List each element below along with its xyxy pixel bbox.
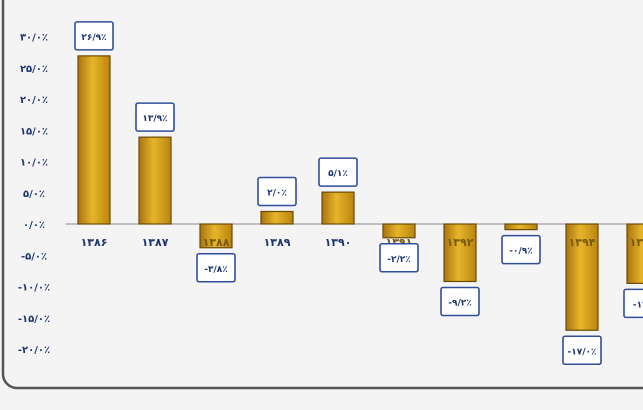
data-label-text: ۱۳/۹٪ (142, 114, 167, 124)
y-tick-label: ۱۰/۰٪ (20, 158, 48, 169)
y-axis: ۳۰/۰٪ ۲۵/۰٪ ۲۰/۰٪ ۱۵/۰٪ ۱۰/۰٪ ۵/۰٪ ۰/۰٪ -۵/۰٪ -۱… (18, 33, 50, 357)
bar (199, 223, 233, 249)
x-tick-label: ۱۳۸۷ (142, 236, 169, 249)
y-tick-label: ۲۰/۰٪ (20, 95, 48, 106)
bar (504, 223, 538, 231)
data-label: ۵/۱٪ (318, 157, 358, 187)
data-label: ۱۳/۹٪ (135, 102, 175, 132)
data-label: -۹/۲٪ (440, 286, 480, 317)
y-tick-label: ۱۵/۰٪ (20, 126, 48, 137)
data-labels: ۲۶/۹٪ ۱۳/۹٪ -۳/۸٪ ۲/۰٪ ۵/۱٪ -۲/۲٪ -۹/۲٪ -۰/۹٪ -۱… (74, 21, 643, 366)
data-label-text: ۲/۰٪ (267, 189, 287, 199)
data-label-box (562, 335, 602, 366)
x-tick-label: ۱۳۹۰ (325, 236, 352, 249)
data-label-text: ۵/۱٪ (328, 169, 348, 179)
data-label-box (318, 157, 358, 187)
data-label-box (74, 21, 114, 51)
bar (382, 223, 416, 239)
y-tick-label: ۲۵/۰٪ (20, 64, 48, 75)
data-label-box (257, 176, 297, 207)
data-label-text: -۱۷/۰٪ (568, 347, 597, 357)
x-tick-label: ۱۳۹۲ (447, 236, 474, 249)
data-label-box (501, 234, 541, 265)
data-label: -۰/۹٪ (501, 234, 541, 265)
bar (138, 136, 172, 225)
y-tick-label: -۲۰/۰٪ (18, 345, 50, 356)
x-axis-labels: ۱۳۸۶۱۳۸۷۱۳۸۸۱۳۸۹۱۳۹۰۱۳۹۱۱۳۹۲۱۳۹۳۱۳۹۴۱۳۹۵ (81, 236, 643, 249)
data-label-text: -۳/۸٪ (204, 265, 228, 275)
data-label-text: -۹/۲٪ (448, 299, 472, 309)
chart-frame (1, 0, 643, 390)
bar (626, 223, 643, 284)
y-tick-label: ۳۰/۰٪ (20, 33, 48, 44)
data-label-box (623, 288, 643, 319)
bar (77, 55, 111, 225)
data-label-text: -۰/۹٪ (509, 247, 533, 257)
data-label: -۱۷/۰٪ (562, 335, 602, 366)
bars (77, 55, 643, 331)
data-label: -۲/۲٪ (379, 242, 419, 273)
data-label-text: ۲۶/۹٪ (81, 33, 106, 43)
data-label-text: -۱۳٪ (633, 300, 643, 310)
data-label-box (135, 102, 175, 132)
data-label: -۱۳٪ (623, 288, 643, 319)
y-tick-label: ۵/۰٪ (23, 189, 45, 200)
x-tick-label: ۱۳۹۴ (569, 236, 596, 249)
bar (565, 223, 599, 331)
y-tick-label: -۱۰/۰٪ (18, 283, 50, 294)
data-label: ۲/۰٪ (257, 176, 297, 207)
data-label-text: -۲/۲٪ (387, 255, 411, 265)
x-tick-label: ۱۳۹۵ (630, 236, 643, 249)
bar (321, 191, 355, 225)
data-label-box (379, 242, 419, 273)
x-tick-label: ۱۳۸۶ (81, 236, 108, 249)
data-label-box (196, 252, 236, 283)
x-tick-label: ۱۳۸۸ (203, 236, 230, 249)
bar (443, 223, 477, 283)
data-label-box (440, 286, 480, 317)
bar (260, 210, 294, 225)
x-tick-label: ۱۳۸۹ (264, 236, 291, 249)
data-label: -۳/۸٪ (196, 252, 236, 283)
y-tick-label: -۵/۰٪ (21, 251, 47, 262)
data-label: ۲۶/۹٪ (74, 21, 114, 51)
y-tick-label: ۰/۰٪ (23, 220, 45, 231)
y-tick-label: -۱۵/۰٪ (18, 314, 50, 325)
